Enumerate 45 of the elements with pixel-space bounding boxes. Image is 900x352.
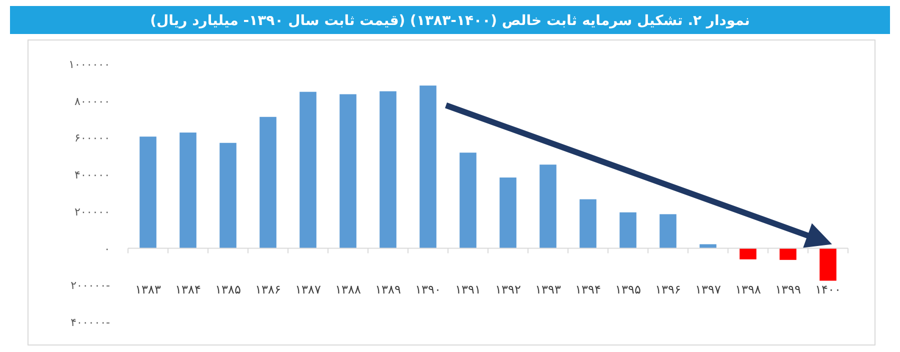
- x-tick-label: ۱۳۹۴: [575, 282, 601, 296]
- x-tick-label: ۱۳۹۲: [495, 282, 521, 296]
- y-tick-label: ۸۰۰۰۰۰: [74, 94, 110, 108]
- x-tick-label: ۱۴۰۰: [815, 282, 841, 296]
- bar: [780, 248, 796, 260]
- bar: [740, 248, 756, 260]
- x-tick-label: ۱۳۸۹: [375, 282, 401, 296]
- bar: [540, 164, 556, 248]
- y-tick-label: ۰: [104, 242, 110, 256]
- y-tick-label: ۶۰۰۰۰۰: [74, 132, 110, 145]
- y-tick-label: ۲۰۰۰۰۰: [74, 205, 110, 218]
- x-tick-label: ۱۳۸۵: [215, 282, 241, 296]
- x-tick-label: ۱۳۸۷: [295, 282, 322, 296]
- bar: [300, 92, 316, 248]
- bar: [500, 178, 516, 248]
- y-tick-label: ۱۰۰۰۰۰۰: [68, 58, 110, 71]
- x-tick-label: ۱۳۹۹: [775, 282, 801, 296]
- y-tick-label: ۴۰۰۰۰۰: [74, 168, 110, 182]
- x-tick-label: ۱۳۸۴: [175, 282, 201, 296]
- x-tick-label: ۱۳۹۸: [735, 282, 762, 296]
- bar: [580, 199, 596, 248]
- x-tick-label: ۱۳۹۱: [455, 282, 481, 296]
- x-tick-label: ۱۳۹۰: [415, 282, 441, 296]
- x-tick-label: ۱۳۸۸: [335, 282, 362, 296]
- bar: [180, 132, 196, 248]
- x-tick-label: ۱۳۸۳: [135, 282, 162, 296]
- bar: [380, 91, 396, 248]
- y-tick-label: ۲۰۰۰۰۰-: [70, 279, 110, 292]
- bar: [620, 212, 636, 248]
- x-tick-label: ۱۳۹۳: [535, 282, 562, 296]
- bar: [460, 152, 476, 248]
- chart-title: نمودار ۲. تشکیل سرمایه ثابت خالص (۱۴۰۰-۱۳۸۳) (قیمت ثابت سال ۱۳۹۰- میلیارد ریال): [150, 13, 750, 29]
- x-tick-label: ۱۳۸۶: [255, 282, 281, 296]
- x-tick-label: ۱۳۹۷: [695, 282, 722, 296]
- bar: [820, 248, 836, 281]
- y-tick-label: ۴۰۰۰۰۰-: [70, 316, 110, 329]
- bar: [700, 244, 716, 248]
- bar: [660, 214, 676, 248]
- bar: [420, 86, 436, 248]
- bar: [140, 136, 156, 248]
- bar: [340, 94, 356, 248]
- x-tick-label: ۱۳۹۵: [615, 282, 641, 296]
- x-tick-label: ۱۳۹۶: [655, 282, 681, 296]
- bar: [220, 142, 236, 248]
- bar: [260, 116, 276, 248]
